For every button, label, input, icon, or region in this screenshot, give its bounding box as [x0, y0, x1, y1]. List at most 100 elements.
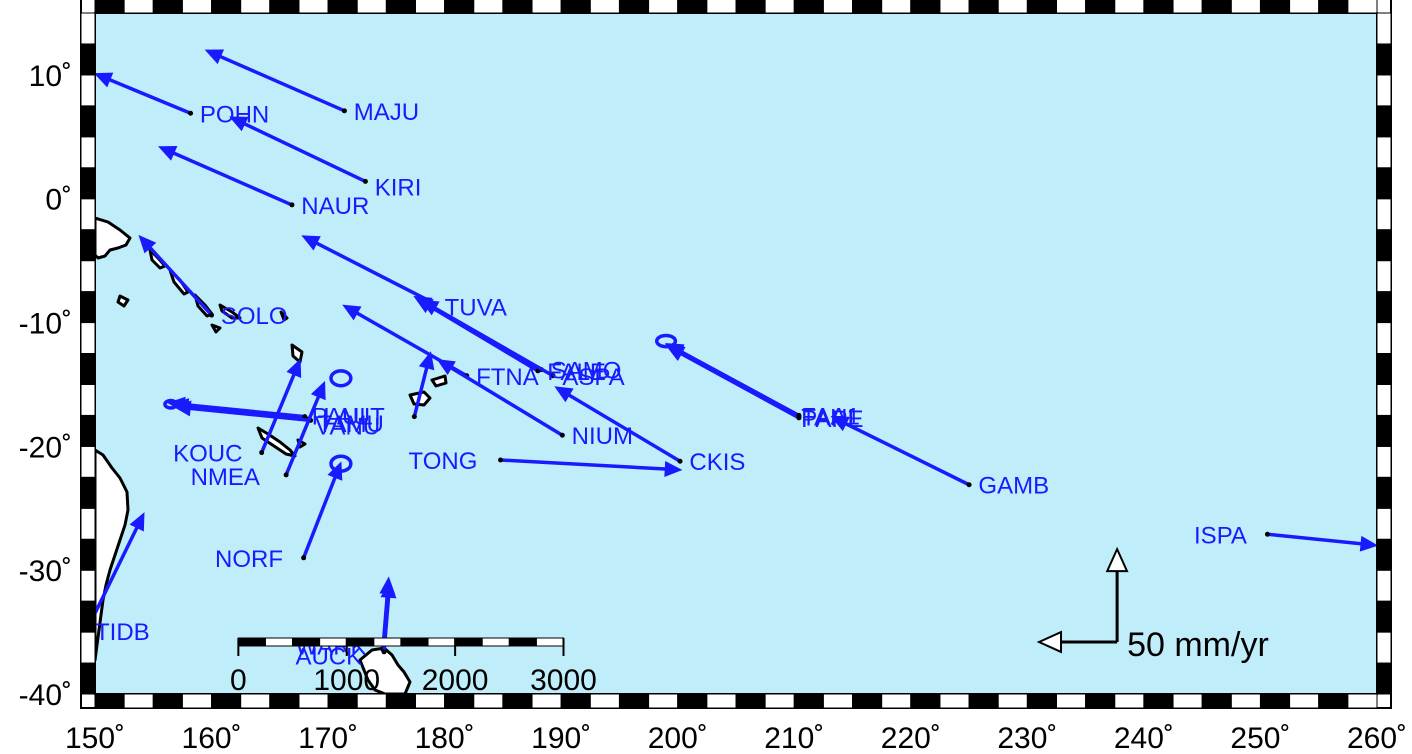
frame-segment: [1172, 0, 1203, 14]
scale-bar-segment: [373, 637, 402, 647]
station-label-tamu: TAMU: [318, 411, 384, 438]
frame-segment: [531, 0, 562, 14]
vector-aspa-head: [420, 299, 440, 316]
frame-segment: [1114, 693, 1145, 709]
vector-naur: [157, 146, 293, 207]
vector-naur-head: [157, 146, 178, 161]
vector-pohn-head: [95, 72, 114, 88]
station-marker-kiri: [362, 178, 368, 184]
frame-segment: [589, 0, 620, 14]
frame-segment: [415, 693, 446, 709]
vector-nium: [436, 359, 564, 437]
frame-segment: [80, 260, 96, 293]
frame-segment: [1376, 167, 1392, 200]
frame-segment: [1026, 693, 1058, 709]
frame-segment: [1347, 0, 1378, 14]
y-tick-label: -30˚: [19, 555, 72, 588]
vector-ckis: [554, 386, 681, 463]
station-label-ckis: CKIS: [689, 449, 745, 476]
error-ellipses: [163, 333, 678, 473]
frame-segment: [939, 0, 970, 14]
station-label-gamb: GAMB: [978, 473, 1049, 500]
vector-tamu-shaft: [189, 406, 311, 423]
frame-segment: [1376, 476, 1392, 509]
frame-segment: [1376, 631, 1392, 664]
scale-bar-label: 0: [230, 664, 247, 697]
frame-segment: [211, 693, 242, 709]
station-label-vanu: VANU: [315, 413, 380, 440]
station-marker-naur: [289, 202, 295, 208]
vector-kouc: [260, 358, 302, 454]
velocity-legend: 50 mm/yr: [1036, 546, 1269, 664]
frame-segment: [94, 0, 125, 14]
frame-segment: [939, 693, 970, 709]
frame-segment: [1376, 198, 1392, 231]
frame-segment: [793, 693, 824, 709]
x-tick-label: 190˚: [531, 722, 591, 754]
frame-segment: [80, 538, 96, 571]
station-label-samo: SAMO: [551, 358, 622, 385]
frame-segment: [80, 43, 96, 76]
frame-segment: [444, 693, 475, 709]
frame-segment: [1201, 0, 1232, 14]
scale-bar-segment: [237, 637, 266, 647]
frame-segment: [1376, 445, 1392, 478]
frame-segment: [240, 693, 271, 709]
scale-bar-segment: [535, 637, 565, 647]
x-tick-label: 170˚: [298, 722, 358, 754]
station-label-laut: LAUT: [323, 403, 385, 430]
frame-segment: [240, 0, 271, 14]
frame-segment: [1143, 693, 1174, 709]
scale-bar-segment: [319, 637, 348, 647]
axis-tick-labels: 150˚ 160˚ 170˚ 180˚ 190˚ 200˚ 210˚ 220˚ 230˚ 240˚…: [19, 60, 1407, 754]
frame-segment: [735, 693, 766, 709]
frame-segment: [181, 693, 213, 709]
frame-segment: [1026, 0, 1058, 14]
frame-segment: [822, 693, 854, 709]
frame-segment: [80, 414, 96, 447]
scale-bar-segment: [508, 637, 537, 647]
frame-segment: [356, 693, 387, 709]
frame-segment: [764, 693, 795, 709]
x-tick-label: 180˚: [415, 722, 475, 754]
y-tick-label: -40˚: [19, 679, 72, 712]
vector-pape-shaft: [680, 352, 800, 420]
legend-label: 50 mm/yr: [1127, 626, 1269, 664]
y-tick-label: -10˚: [19, 308, 72, 341]
frame-segment: [473, 0, 504, 14]
frame-segment: [1259, 0, 1291, 14]
station-label-norf: NORF: [215, 546, 283, 573]
station-label-ispa: ISPA: [1194, 522, 1247, 549]
x-tick-label: 150˚: [65, 722, 125, 754]
scale-bar-segment: [346, 637, 375, 647]
frame-segment: [211, 0, 242, 14]
station-label-tidb: TIDB: [95, 619, 150, 646]
frame-segment: [1376, 353, 1392, 385]
error-ellipse: [329, 369, 353, 388]
station-marker-kouc: [259, 450, 265, 456]
frame-segment: [618, 693, 650, 709]
frame-segment: [123, 0, 154, 14]
y-tick-label: -20˚: [19, 431, 72, 464]
station-marker-pohn: [188, 110, 194, 116]
station-marker-aspa: [550, 373, 556, 379]
scale-bar-segment: [264, 637, 294, 647]
frame-segment: [269, 0, 300, 14]
frame-segment: [356, 0, 387, 14]
frame-segment: [1085, 693, 1116, 709]
frame-segment: [1376, 414, 1392, 447]
frame-segment: [327, 0, 358, 14]
station-label-faa1: FAA1: [801, 403, 860, 430]
vector-norf-shaft: [301, 476, 337, 559]
station-marker-nmea: [283, 472, 289, 478]
scale-bar-segment: [481, 637, 510, 647]
vector-auck-head: [380, 580, 397, 599]
station-label-auck: AUCK: [295, 644, 362, 671]
frame-segment: [80, 662, 96, 695]
vector-maju: [204, 49, 346, 113]
vector-maju-shaft: [219, 54, 346, 113]
vector-tidb-shaft: [95, 526, 139, 618]
frame-segment: [1376, 136, 1392, 169]
frame-segment: [1376, 12, 1392, 45]
